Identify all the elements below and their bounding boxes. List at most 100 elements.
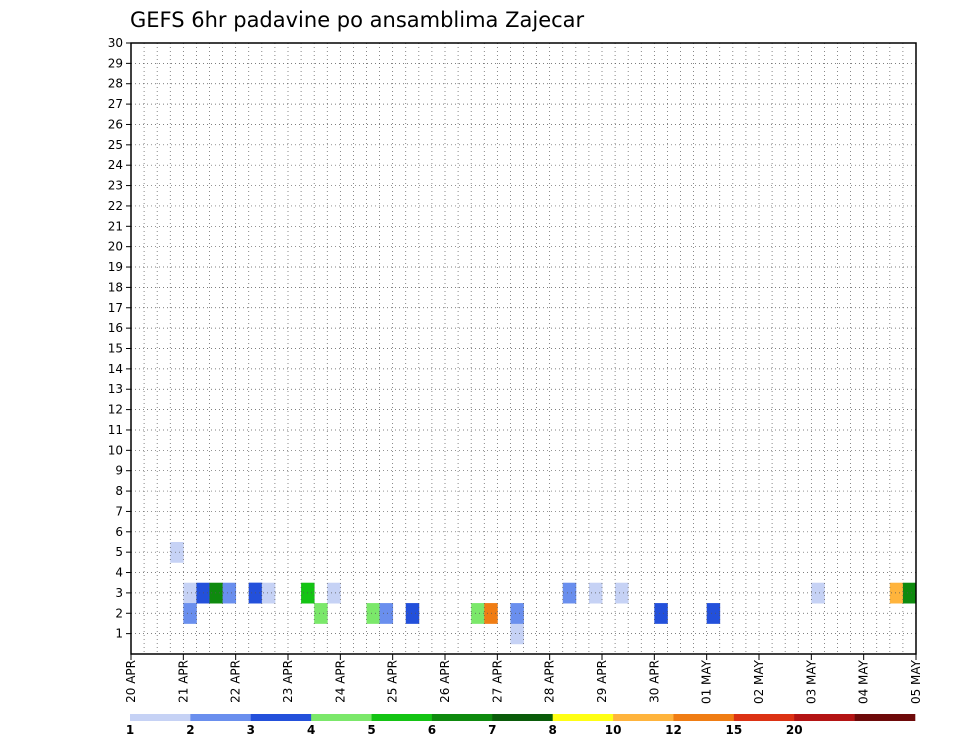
precipitation-cells xyxy=(170,541,917,645)
cell-m2-s18 xyxy=(366,603,380,624)
cell-m3-s58 xyxy=(889,582,904,604)
colorbar-label: 3 xyxy=(247,723,255,737)
colorbar-segment xyxy=(613,714,674,721)
x-tick-label: 01 MAY xyxy=(700,659,714,704)
y-tick-label: 19 xyxy=(108,260,123,274)
y-tick-label: 5 xyxy=(115,545,123,559)
x-tick-label: 05 MAY xyxy=(909,659,923,704)
cell-m3-s33 xyxy=(562,582,577,604)
cell-m3-s59 xyxy=(902,582,917,604)
y-tick-label: 23 xyxy=(108,179,123,193)
colorbar-segment xyxy=(371,714,433,721)
y-tick-label: 2 xyxy=(115,606,123,620)
y-tick-label: 12 xyxy=(108,403,123,417)
y-tick-label: 14 xyxy=(108,362,123,376)
cell-m3-s6 xyxy=(209,582,223,604)
y-tick-label: 8 xyxy=(115,484,123,498)
y-tick-label: 17 xyxy=(108,301,123,315)
colorbar-label: 2 xyxy=(186,723,194,737)
x-tick-label: 29 APR xyxy=(595,660,609,703)
y-tick-label: 13 xyxy=(108,382,123,396)
colorbar-segment xyxy=(733,714,795,721)
cell-m2-s19 xyxy=(379,603,394,624)
axis-ticks: 1234567891011121314151617181920212223242… xyxy=(108,36,923,704)
x-tick-label: 30 APR xyxy=(647,660,661,703)
colorbar-segment xyxy=(190,714,252,721)
colorbar-segment xyxy=(854,714,916,721)
colorbar-segment xyxy=(492,714,553,721)
colorbar-label: 1 xyxy=(126,723,134,737)
x-tick-label: 21 APR xyxy=(176,660,190,703)
x-tick-label: 24 APR xyxy=(333,660,347,703)
y-tick-label: 24 xyxy=(108,158,123,172)
y-tick-label: 1 xyxy=(115,627,123,641)
colorbar-segment xyxy=(250,714,312,721)
y-tick-label: 15 xyxy=(108,342,123,356)
y-tick-label: 25 xyxy=(108,138,123,152)
x-tick-label: 25 APR xyxy=(386,660,400,703)
colorbar-label: 4 xyxy=(307,723,315,737)
cell-m2-s44 xyxy=(706,603,721,624)
y-tick-label: 11 xyxy=(108,423,123,437)
y-tick-label: 7 xyxy=(115,504,123,518)
y-tick-label: 27 xyxy=(108,97,123,111)
x-tick-label: 23 APR xyxy=(281,660,295,703)
cell-m3-s15 xyxy=(327,582,341,604)
y-tick-label: 22 xyxy=(108,199,123,213)
colorbar-segment xyxy=(673,714,735,721)
cell-m5-s3 xyxy=(170,541,184,563)
cell-m2-s26 xyxy=(471,603,485,624)
colorbar-label: 20 xyxy=(786,723,803,737)
cell-m1-s29 xyxy=(510,623,524,645)
y-tick-label: 30 xyxy=(108,36,123,50)
colorbar-label: 15 xyxy=(725,723,742,737)
x-tick-label: 02 MAY xyxy=(752,659,766,704)
y-tick-label: 6 xyxy=(115,525,123,539)
y-tick-label: 28 xyxy=(108,77,123,91)
cell-m2-s14 xyxy=(314,603,328,624)
colorbar-segment xyxy=(431,714,493,721)
cell-m2-s40 xyxy=(654,603,668,624)
colorbar-segment xyxy=(794,714,855,721)
x-tick-label: 27 APR xyxy=(490,660,504,703)
y-tick-label: 3 xyxy=(115,586,123,600)
y-tick-label: 21 xyxy=(108,219,123,233)
y-tick-label: 4 xyxy=(115,566,123,580)
colorbar-segment xyxy=(552,714,614,721)
chart-title: GEFS 6hr padavine po ansamblima Zajecar xyxy=(130,8,585,32)
cell-m2-s4 xyxy=(183,603,197,624)
y-tick-label: 20 xyxy=(108,240,123,254)
colorbar-label: 12 xyxy=(665,723,682,737)
y-tick-label: 29 xyxy=(108,56,123,70)
cell-m2-s21 xyxy=(405,603,420,624)
x-tick-label: 26 APR xyxy=(438,660,452,703)
colorbar: 1 2 3 4 5 6 7 8 10 12 15 20 xyxy=(126,714,916,737)
cell-m2-s27 xyxy=(484,603,498,624)
x-tick-label: 04 MAY xyxy=(857,659,871,704)
colorbar-label: 5 xyxy=(367,723,375,737)
y-tick-label: 10 xyxy=(108,443,123,457)
plot-frame xyxy=(130,42,917,655)
y-tick-label: 16 xyxy=(108,321,123,335)
x-tick-label: 03 MAY xyxy=(804,659,818,704)
y-tick-label: 18 xyxy=(108,280,123,294)
cell-m3-s37 xyxy=(615,582,629,604)
x-tick-label: 22 APR xyxy=(229,660,243,703)
cell-m3-s10 xyxy=(261,582,276,604)
colorbar-label: 8 xyxy=(549,723,557,737)
colorbar-segment xyxy=(311,714,372,721)
cell-m3-s52 xyxy=(811,582,825,604)
x-tick-label: 28 APR xyxy=(543,660,557,703)
colorbar-label: 7 xyxy=(488,723,496,737)
cell-m2-s29 xyxy=(510,603,524,624)
x-tick-label: 20 APR xyxy=(124,660,138,703)
colorbar-label: 6 xyxy=(428,723,436,737)
y-tick-label: 9 xyxy=(115,464,123,478)
colorbar-label: 10 xyxy=(605,723,622,737)
cell-m3-s7 xyxy=(222,582,237,604)
grid-lines xyxy=(131,42,916,654)
y-tick-label: 26 xyxy=(108,117,123,131)
colorbar-segment xyxy=(130,714,191,721)
cell-m3-s4 xyxy=(183,582,197,604)
